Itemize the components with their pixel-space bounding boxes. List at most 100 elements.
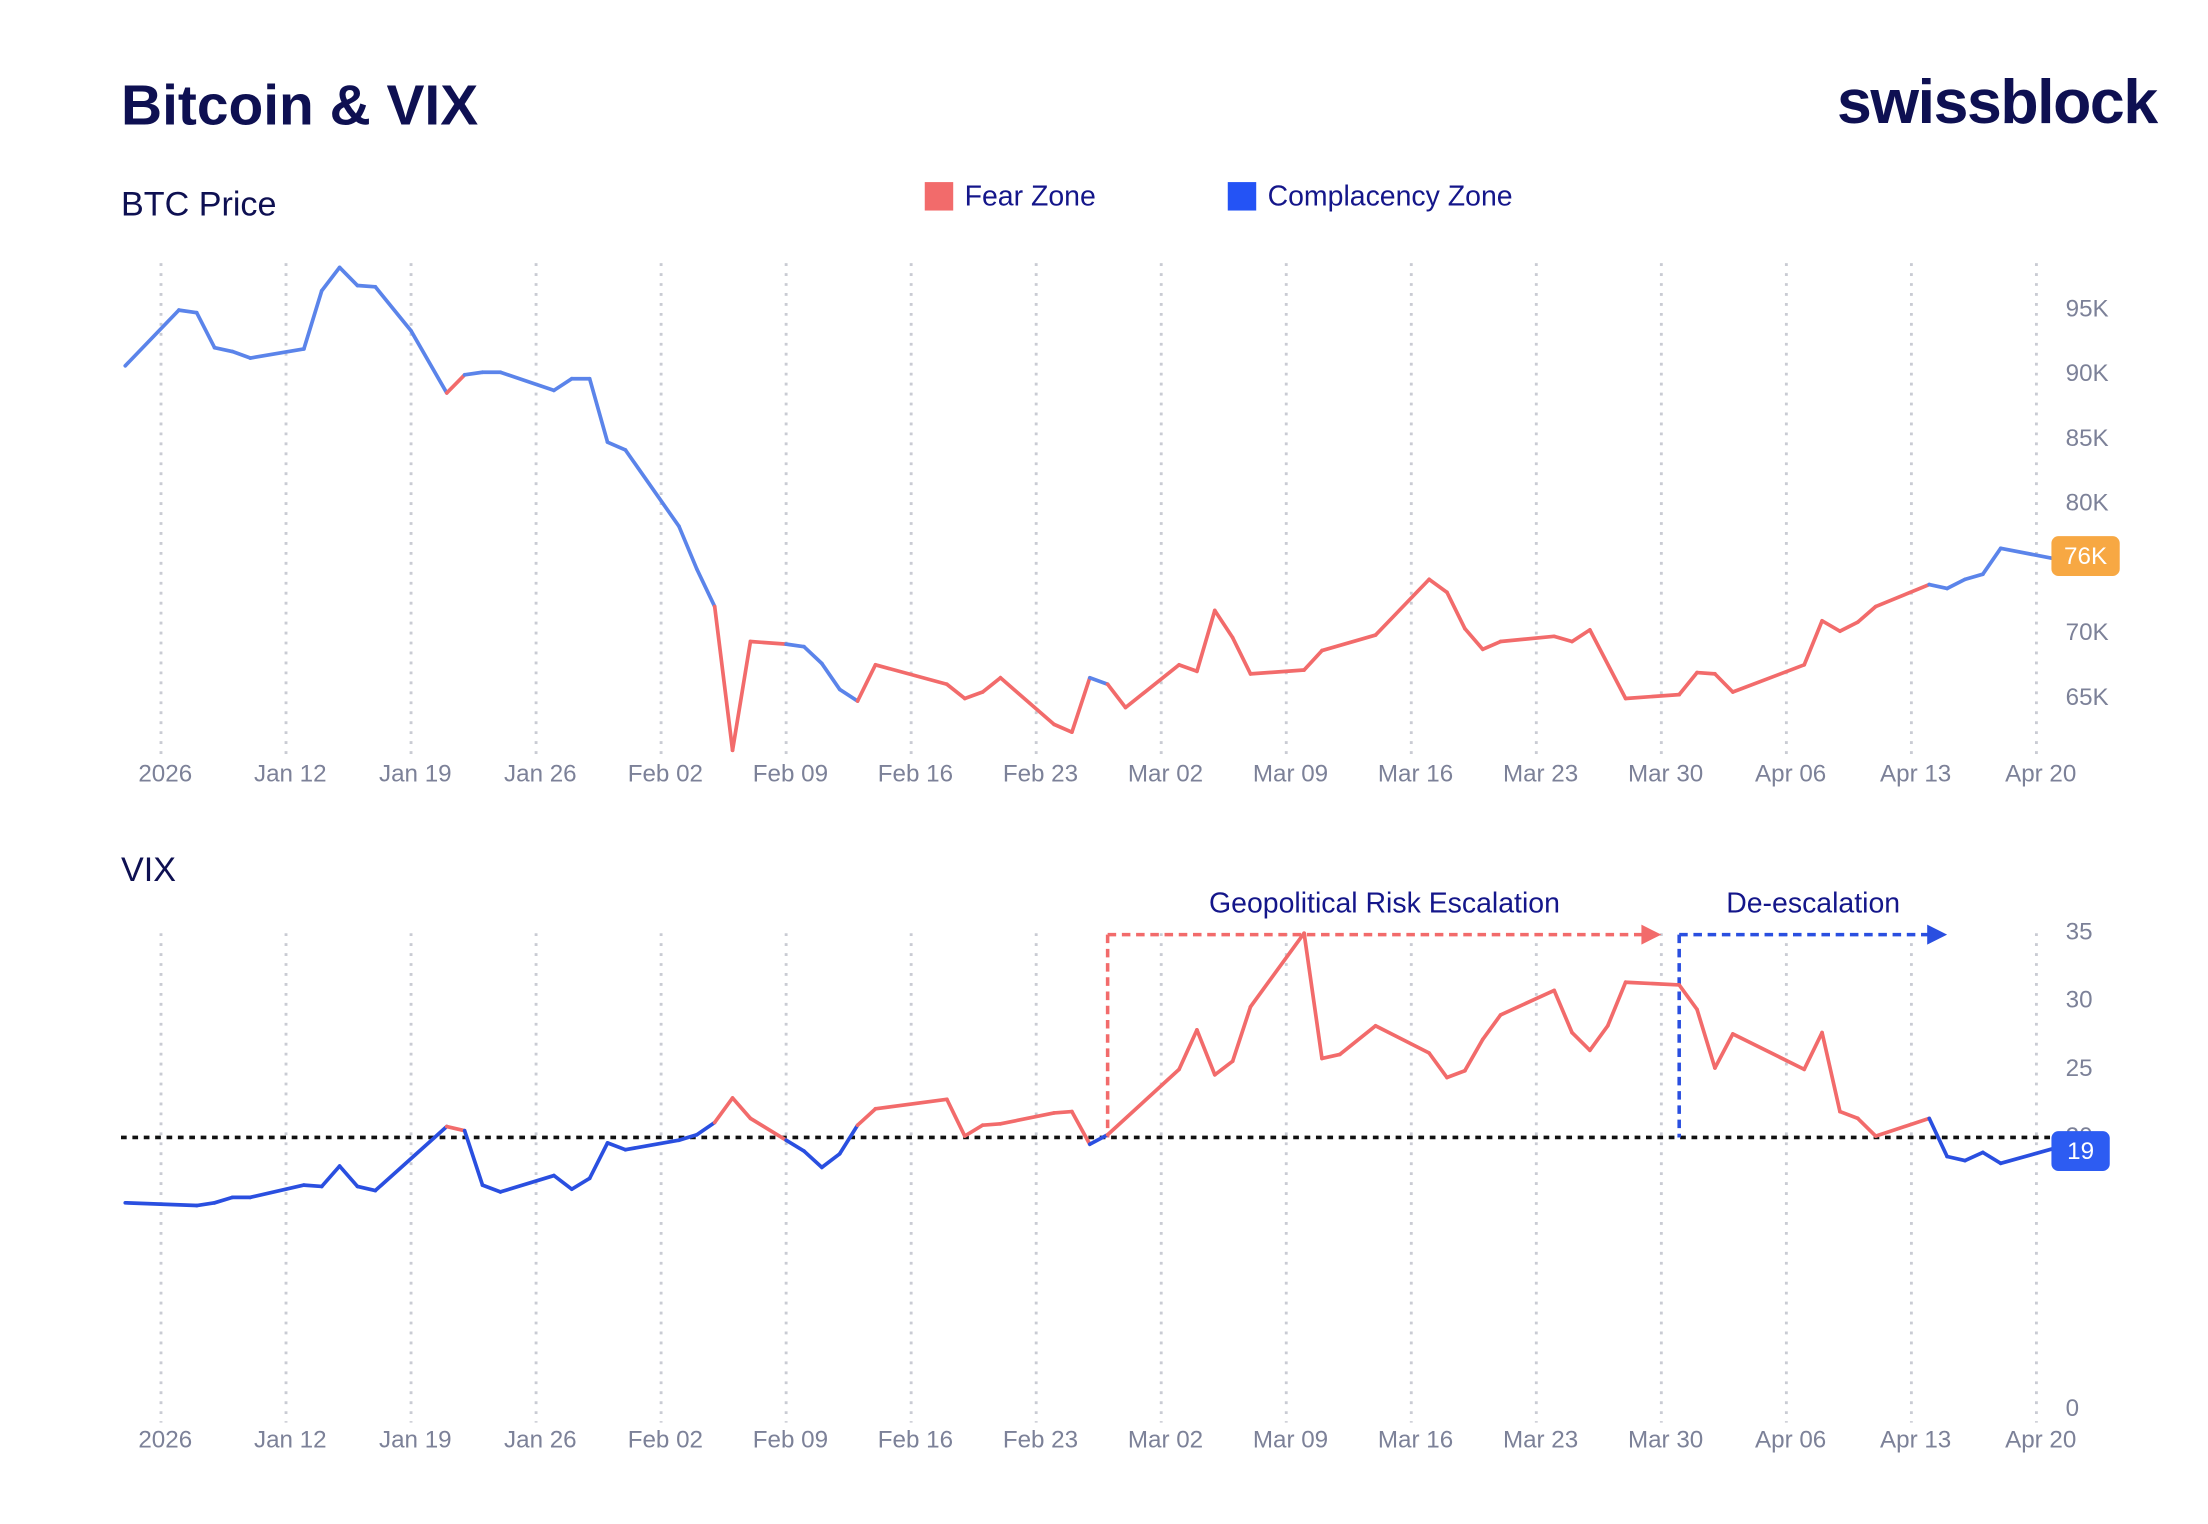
x-tick-label: Feb 02 (628, 1426, 703, 1453)
line-segment (802, 644, 824, 666)
line-segment (1695, 670, 1717, 676)
line-segment (1195, 608, 1217, 674)
legend-swatch (1227, 182, 1257, 211)
end-badge (2051, 536, 2120, 576)
line-segment (1713, 672, 1735, 694)
line-segment (1998, 546, 2057, 561)
y-tick-label: 0 (2066, 1395, 2079, 1422)
line-segment (623, 448, 681, 529)
chart-title: VIX (121, 851, 176, 889)
line-segment (587, 1141, 610, 1181)
line-segment (498, 1173, 556, 1194)
line-segment (1427, 577, 1449, 595)
line-segment (373, 284, 413, 333)
line-segment (409, 328, 449, 395)
x-tick-label: Apr 13 (1880, 1426, 1951, 1453)
x-tick-label: Feb 23 (1003, 1426, 1078, 1453)
line-segment (1730, 662, 1807, 694)
line-segment (1320, 633, 1378, 653)
y-tick-label: 85K (2066, 425, 2109, 452)
line-segment (1052, 1109, 1074, 1115)
x-tick-label: Mar 23 (1503, 761, 1578, 788)
line-segment (1105, 1067, 1181, 1137)
line-segment (1570, 1030, 1592, 1053)
line-segment (1873, 582, 1932, 609)
x-tick-label: Apr 06 (1755, 761, 1826, 788)
line-segment (1873, 1116, 1932, 1138)
line-segment (1963, 572, 1985, 582)
line-segment (748, 1116, 788, 1143)
line-segment (1302, 648, 1324, 672)
x-tick-label: 2026 (138, 761, 192, 788)
line-segment (444, 372, 467, 395)
line-segment (820, 661, 842, 692)
legend-label: Fear Zone (965, 180, 1096, 212)
line-segment (1820, 1030, 1842, 1114)
line-segment (1445, 590, 1467, 631)
line-segment (480, 1183, 503, 1194)
annotation-label: De-escalation (1726, 887, 1900, 919)
line-segment (802, 1149, 824, 1170)
line-segment (1373, 577, 1431, 637)
x-tick-label: Jan 19 (379, 1426, 452, 1453)
line-segment (194, 1200, 217, 1208)
x-tick-label: Feb 09 (753, 761, 828, 788)
x-tick-label: Feb 09 (753, 1426, 828, 1453)
line-segment (337, 265, 360, 288)
line-segment (1230, 635, 1253, 676)
line-segment (1730, 1032, 1807, 1072)
line-segment (1087, 675, 1110, 687)
annotation-label: Geopolitical Risk Escalation (1209, 887, 1560, 919)
line-segment (1980, 546, 2003, 577)
x-tick-label: Mar 16 (1378, 761, 1453, 788)
line-segment (462, 370, 485, 377)
line-segment (1195, 1028, 1217, 1077)
line-segment (462, 1128, 485, 1187)
line-segment (1498, 988, 1557, 1017)
line-segment (1302, 931, 1324, 1061)
line-segment (319, 265, 342, 293)
line-segment (1677, 983, 1699, 1012)
y-tick-label: 70K (2066, 619, 2109, 646)
line-segment (730, 639, 753, 753)
legend-swatch (924, 182, 954, 211)
line-segment (1498, 634, 1557, 644)
line-segment (873, 1097, 949, 1111)
line-segment (1445, 1068, 1467, 1080)
x-tick-label: Feb 16 (878, 761, 953, 788)
x-tick-label: Mar 09 (1253, 761, 1328, 788)
x-tick-label: Mar 16 (1378, 1426, 1453, 1453)
line-segment (552, 376, 574, 393)
y-tick-label: 25 (2066, 1055, 2093, 1082)
line-segment (319, 1164, 342, 1189)
line-segment (1070, 1109, 1092, 1147)
x-tick-label: Jan 26 (504, 761, 577, 788)
line-segment (212, 345, 235, 354)
x-tick-label: Feb 16 (878, 1426, 953, 1453)
chart-title: BTC Price (121, 185, 276, 223)
line-segment (1855, 604, 1878, 624)
x-tick-label: Mar 30 (1628, 761, 1703, 788)
x-tick-label: Feb 02 (628, 761, 703, 788)
line-segment (694, 1120, 717, 1137)
line-segment (998, 675, 1056, 727)
x-tick-label: Mar 09 (1253, 1426, 1328, 1453)
y-tick-label: 80K (2066, 490, 2109, 517)
x-tick-label: Mar 02 (1128, 1426, 1203, 1453)
line-segment (784, 1138, 806, 1153)
line-segment (552, 1173, 574, 1192)
line-segment (1212, 608, 1235, 640)
line-segment (837, 687, 860, 703)
line-segment (498, 370, 556, 393)
line-segment (945, 1097, 967, 1138)
line-segment (212, 1195, 235, 1205)
line-segment (1855, 1116, 1878, 1138)
line-segment (1820, 618, 1842, 634)
end-badge (2051, 1131, 2110, 1171)
line-segment (605, 440, 628, 452)
x-tick-label: Mar 02 (1128, 761, 1203, 788)
line-segment (1998, 1146, 2057, 1166)
line-segment (962, 690, 985, 701)
